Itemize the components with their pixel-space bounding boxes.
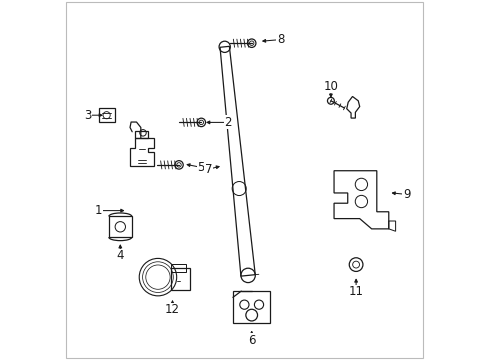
Text: 7: 7 <box>204 163 212 176</box>
Text: 4: 4 <box>116 249 124 262</box>
Text: 6: 6 <box>247 334 255 347</box>
Text: 8: 8 <box>276 33 284 46</box>
Bar <box>232 291 270 324</box>
Bar <box>171 264 185 271</box>
Bar <box>99 108 114 122</box>
Text: 12: 12 <box>164 303 180 316</box>
Text: 1: 1 <box>95 204 102 217</box>
Text: 9: 9 <box>402 188 409 201</box>
Bar <box>108 216 132 237</box>
Bar <box>135 131 148 138</box>
Bar <box>171 268 189 290</box>
Text: 3: 3 <box>84 109 91 122</box>
Text: 10: 10 <box>323 80 338 93</box>
Text: 2: 2 <box>224 116 232 129</box>
Text: 11: 11 <box>348 285 363 298</box>
Text: 5: 5 <box>197 161 204 174</box>
